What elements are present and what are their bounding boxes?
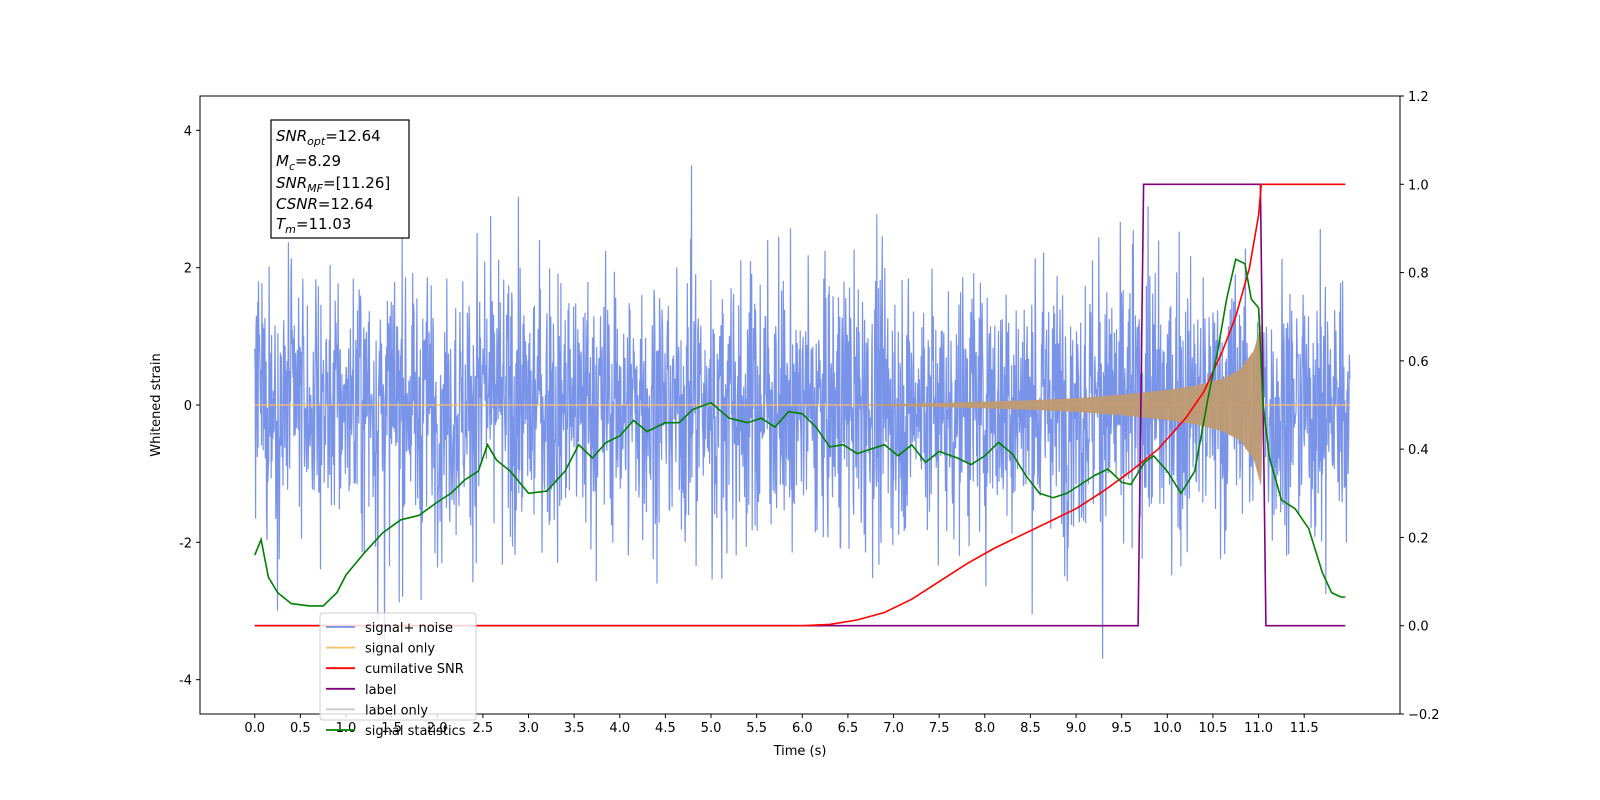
x-tick-label: 4.5 bbox=[655, 721, 676, 736]
right-y-tick-label: 0.2 bbox=[1408, 531, 1429, 546]
x-axis-ticks: 0.0 0.5 1.0 1.5 2.0 2.5 3.0 3.5 4.0 4.5 5.0 5.5 6.0 6… bbox=[244, 714, 1319, 736]
legend-label: signal statistics bbox=[365, 724, 466, 739]
x-tick-label: 6.5 bbox=[838, 721, 859, 736]
x-tick-label: 8.5 bbox=[1020, 721, 1041, 736]
left-y-tick-label: 0 bbox=[184, 399, 192, 414]
legend-frame bbox=[319, 612, 477, 721]
x-tick-label: 3.0 bbox=[518, 721, 539, 736]
stats-annotation-box: SNRopt=12.64 Mc=8.29 SNRMF=[11.26] CSNR=… bbox=[270, 119, 410, 239]
x-tick-label: 11.5 bbox=[1290, 721, 1319, 736]
right-y-tick-label: −0.2 bbox=[1408, 708, 1440, 723]
right-y-tick-label: 1.0 bbox=[1408, 178, 1429, 193]
signal-only-series bbox=[254, 323, 1350, 487]
x-tick-label: 6.0 bbox=[792, 721, 813, 736]
right-y-tick-label: 0.6 bbox=[1408, 355, 1429, 370]
x-tick-label: 1.5 bbox=[381, 721, 402, 736]
annotation-snr-mf: SNRMF=[11.26] bbox=[276, 174, 390, 195]
annotation-mc: Mc=8.29 bbox=[276, 152, 341, 173]
plot-area bbox=[254, 165, 1351, 659]
annotation-snr-opt: SNRopt=12.64 bbox=[276, 127, 381, 148]
legend-label: label bbox=[365, 683, 396, 698]
x-tick-label: 10.5 bbox=[1198, 721, 1227, 736]
x-tick-label: 9.0 bbox=[1066, 721, 1087, 736]
x-tick-label: 9.5 bbox=[1111, 721, 1132, 736]
x-axis-label: Time (s) bbox=[773, 744, 827, 759]
left-y-axis-label: Whitened strain bbox=[149, 353, 164, 456]
legend-label: signal only bbox=[365, 642, 435, 657]
x-tick-label: 2.5 bbox=[473, 721, 494, 736]
left-y-tick-label: 4 bbox=[184, 124, 192, 139]
signal-statistics-series-line bbox=[254, 258, 1346, 607]
x-tick-label: 7.0 bbox=[883, 721, 904, 736]
right-y-tick-label: 0.8 bbox=[1408, 267, 1429, 282]
x-tick-label: 10.0 bbox=[1153, 721, 1182, 736]
x-tick-label: 0.5 bbox=[290, 721, 311, 736]
legend: signal+ noise signal only cumilative SNR la… bbox=[319, 612, 477, 739]
label-series-line bbox=[254, 183, 1346, 627]
right-y-axis-ticks: 1.2 1.0 0.8 0.6 0.4 0.2 0.0 −0.2 bbox=[1400, 90, 1440, 723]
x-tick-label: 4.0 bbox=[609, 721, 630, 736]
x-tick-label: 8.0 bbox=[974, 721, 995, 736]
left-y-axis-ticks: 4 2 0 -2 -4 bbox=[179, 124, 200, 689]
x-tick-label: 5.5 bbox=[746, 721, 767, 736]
left-y-tick-label: 2 bbox=[184, 262, 192, 277]
left-y-tick-label: -4 bbox=[179, 674, 192, 689]
cumulative-snr-series-line bbox=[254, 183, 1346, 627]
x-tick-label: 0.0 bbox=[244, 721, 265, 736]
annotation-tm: Tm=11.03 bbox=[276, 215, 351, 236]
left-y-tick-label: -2 bbox=[179, 536, 192, 551]
x-tick-label: 5.0 bbox=[701, 721, 722, 736]
legend-label: signal+ noise bbox=[365, 621, 453, 636]
x-tick-label: 1.0 bbox=[336, 721, 357, 736]
legend-label: cumilative SNR bbox=[365, 662, 464, 677]
x-tick-label: 2.0 bbox=[427, 721, 448, 736]
x-tick-label: 7.5 bbox=[929, 721, 950, 736]
signal-noise-line bbox=[254, 165, 1351, 659]
right-y-tick-label: 0.4 bbox=[1408, 443, 1429, 458]
right-y-tick-label: 1.2 bbox=[1408, 90, 1429, 105]
annotation-csnr: CSNR=12.64 bbox=[276, 195, 373, 213]
right-y-tick-label: 0.0 bbox=[1408, 620, 1429, 635]
legend-label: label only bbox=[365, 703, 428, 718]
x-tick-label: 3.5 bbox=[564, 721, 585, 736]
x-tick-label: 11.0 bbox=[1244, 721, 1273, 736]
signal-only-chirp bbox=[829, 323, 1264, 487]
signal-noise-series bbox=[254, 165, 1351, 659]
